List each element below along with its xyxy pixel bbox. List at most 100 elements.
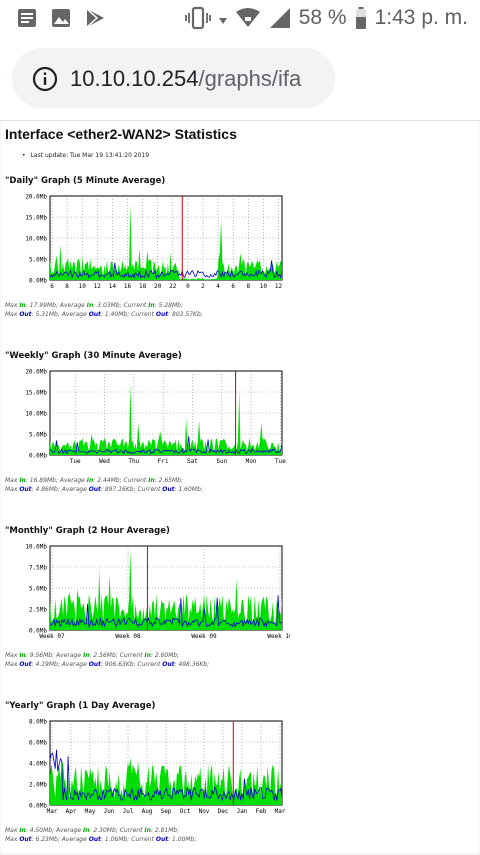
x-tick-label: Tue (70, 458, 81, 465)
clock: 1:43 p. m. (374, 6, 468, 29)
cur-out: 498.36Kb (178, 660, 208, 668)
series-in-area (50, 384, 282, 455)
notes-icon (16, 7, 38, 29)
x-tick-label: Thu (128, 458, 139, 465)
x-tick-label: 6 (231, 283, 235, 290)
y-tick-label: 2.5Mb (29, 607, 47, 614)
avg-in: 2.56Mb (93, 652, 116, 659)
y-tick-label: 0.0Mb (29, 278, 47, 285)
y-tick-label: 15.0Mb (25, 390, 47, 397)
cur-in: 2.81Mb (154, 827, 178, 834)
x-tick-label: Week 08 (115, 633, 141, 640)
cur-in: 2.65Mb (158, 477, 181, 484)
plot-area (49, 370, 283, 456)
image-icon (50, 7, 72, 29)
y-tick-label: 6.0Mb (29, 740, 47, 747)
address-bar[interactable]: 10.10.10.254/graphs/ifa (12, 48, 335, 108)
graph-stats: Max In: 17.99Mb; Average In: 3.03Mb; Cur… (5, 302, 203, 318)
series-out-line (49, 595, 283, 629)
x-tick-label: 14 (109, 283, 117, 290)
url-path: /graphs/ifa (198, 66, 302, 91)
max-out: 5.31Mb (35, 310, 58, 318)
x-tick-label: 0 (186, 283, 190, 290)
series-out-line (49, 436, 283, 455)
x-tick-label: Fri (158, 458, 169, 465)
y-tick-label: 10.0Mb (25, 411, 47, 418)
x-tick-label: Sat (187, 458, 198, 465)
x-tick-label: 6 (50, 283, 54, 290)
x-tick-label: Week 10 (267, 633, 290, 640)
traffic-graph: 0.0Mb 2.5Mb 5.0Mb 7.5Mb 10.0Mb Week 07 Week 08… (25, 544, 290, 641)
signal-icon (269, 8, 290, 28)
y-tick-label: 5.0Mb (29, 432, 47, 439)
x-tick-label: 22 (169, 283, 177, 290)
x-tick-label: Nov (199, 808, 210, 815)
y-tick-label: 15.0Mb (25, 215, 47, 222)
avg-in: 2.30Mb (93, 827, 116, 834)
graph-title: "Weekly" Graph (30 Minute Average) (5, 351, 182, 361)
web-page: Interface <ether2-WAN2> Statistics Last … (0, 120, 480, 855)
x-tick-label: 20 (154, 283, 162, 290)
avg-out: 1.40Mb (104, 310, 128, 318)
graph-stats: Max In: 16.89Mb; Average In: 2.44Mb; Cur… (5, 477, 203, 493)
x-tick-label: 2 (201, 283, 205, 290)
wifi-icon (235, 8, 260, 27)
battery-icon (355, 7, 366, 29)
x-tick-label: Jun (104, 808, 115, 815)
x-tick-label: 8 (246, 283, 250, 290)
y-tick-label: 10.0Mb (25, 236, 47, 243)
x-tick-label: Wed (99, 458, 110, 465)
y-tick-label: 0.0Mb (29, 628, 47, 635)
y-tick-label: 20.0Mb (25, 194, 47, 201)
max-out: 4.86Mb (35, 485, 58, 493)
x-tick-label: 12 (94, 283, 102, 290)
traffic-graph: 0.0Mb 2.0Mb 4.0Mb 6.0Mb 8.0Mb Mar Apr May Jun Jul… (29, 719, 286, 816)
cur-out: 1.60Mb (178, 485, 201, 493)
traffic-graph: 0.0Mb 5.0Mb 10.0Mb 15.0Mb 20.0Mb Tue Wed Thu Fri… (25, 369, 286, 466)
series-out-line (49, 749, 283, 802)
traffic-graph: 0.0Mb 5.0Mb 10.0Mb 15.0Mb 20.0Mb 6 8 10 12 14 16 18… (25, 194, 283, 290)
y-tick-label: 0.0Mb (29, 803, 47, 810)
x-tick-label: Tue (275, 458, 286, 465)
info-icon[interactable] (32, 66, 58, 92)
battery-percent: 58 % (298, 6, 347, 29)
x-tick-label: 12 (275, 283, 283, 290)
avg-out: 897.16Kb (104, 485, 134, 493)
x-tick-label: 10 (260, 283, 268, 290)
x-tick-label: Jan (237, 808, 248, 815)
avg-in: 2.44Mb (97, 477, 120, 484)
max-in: 4.50Mb (29, 827, 53, 834)
x-tick-label: Mar (47, 808, 58, 815)
y-tick-label: 2.0Mb (29, 782, 47, 789)
y-tick-label: 7.5Mb (29, 565, 47, 572)
x-tick-label: Sun (216, 458, 227, 465)
cur-in: 5.28Mb (158, 302, 181, 309)
x-tick-label: Mar (275, 808, 286, 815)
vibrate-icon (184, 6, 211, 30)
series-in-area (50, 549, 282, 630)
x-tick-label: Jul (123, 808, 134, 815)
avg-in: 3.03Mb (97, 302, 120, 309)
x-tick-label: Oct (180, 808, 191, 815)
graph-title: "Monthly" Graph (2 Hour Average) (5, 526, 170, 536)
x-tick-label: Aug (142, 808, 153, 815)
max-in: 9.56Mb (29, 652, 53, 659)
avg-out: 906.63Kb (104, 660, 134, 668)
url-host: 10.10.10.254 (70, 66, 199, 91)
page-title: Interface <ether2-WAN2> Statistics (5, 126, 237, 142)
y-tick-label: 20.0Mb (25, 369, 47, 376)
last-update: Last update: Tue Mar 19 13:41:20 2019 (22, 152, 150, 159)
x-tick-label: Feb (256, 808, 267, 815)
max-in: 16.89Mb (29, 477, 56, 484)
graph-stats: Max In: 9.56Mb; Average In: 2.56Mb; Curr… (5, 652, 210, 668)
x-tick-label: May (85, 808, 96, 815)
cur-out: 803.57Kb (172, 310, 201, 318)
url-text[interactable]: 10.10.10.254/graphs/ifa (70, 66, 301, 92)
status-bar: 58 % 1:43 p. m. (0, 0, 480, 36)
y-tick-label: 4.0Mb (29, 761, 47, 768)
x-tick-label: 16 (124, 283, 132, 290)
avg-out: 1.06Mb (104, 835, 128, 843)
x-tick-label: Week 07 (39, 633, 65, 640)
max-out: 6.23Mb (35, 835, 58, 843)
y-tick-label: 8.0Mb (29, 719, 47, 726)
